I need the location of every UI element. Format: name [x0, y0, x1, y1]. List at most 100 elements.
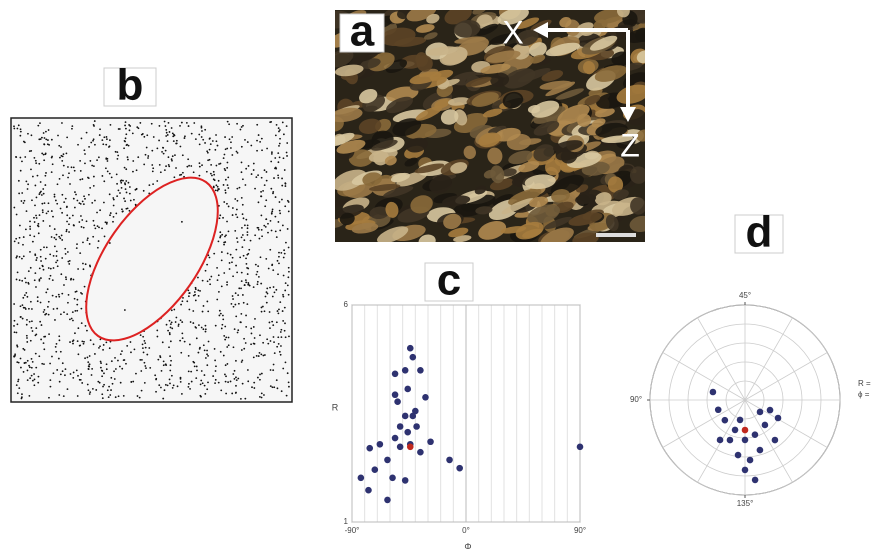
point: [271, 208, 274, 211]
point: [84, 153, 86, 155]
point: [82, 203, 85, 206]
point: [266, 338, 269, 341]
point: [230, 147, 232, 149]
x-tick-label: 0°: [462, 526, 470, 535]
point: [281, 121, 284, 124]
point: [170, 127, 173, 129]
point: [122, 179, 124, 182]
point: [281, 224, 284, 227]
point: [123, 309, 126, 311]
point: [206, 364, 209, 367]
data-point: [766, 406, 774, 414]
point: [169, 364, 172, 367]
point: [52, 215, 54, 218]
point: [277, 336, 280, 339]
point: [266, 287, 269, 290]
point: [243, 224, 246, 227]
grain: [394, 36, 427, 47]
point: [29, 220, 31, 223]
point: [168, 333, 171, 336]
grain: [384, 155, 397, 166]
point: [276, 387, 279, 390]
point: [84, 162, 86, 165]
point: [189, 321, 192, 323]
point: [105, 222, 108, 225]
point: [69, 183, 71, 185]
point: [270, 187, 273, 190]
label-box: [734, 214, 784, 254]
data-point: [734, 451, 742, 459]
point: [287, 201, 290, 203]
point: [207, 159, 210, 162]
point: [269, 369, 272, 371]
point: [117, 189, 120, 192]
point: [54, 199, 57, 202]
point: [280, 328, 283, 331]
point: [22, 243, 24, 246]
point: [30, 358, 33, 360]
point: [18, 224, 21, 227]
point: [37, 124, 40, 127]
point: [190, 132, 193, 135]
point: [84, 197, 86, 200]
point: [219, 312, 222, 315]
label-box: [339, 13, 385, 53]
point: [77, 327, 80, 330]
point: [224, 380, 227, 383]
point: [217, 381, 220, 384]
point: [65, 228, 68, 231]
point: [266, 292, 269, 295]
point: [26, 341, 29, 343]
point: [45, 172, 47, 174]
point: [216, 279, 219, 282]
point: [75, 369, 78, 372]
point: [253, 387, 256, 389]
point: [250, 327, 253, 330]
point: [253, 381, 256, 384]
grain: [501, 198, 534, 215]
point: [68, 172, 70, 175]
point: [143, 381, 146, 384]
point: [270, 160, 273, 163]
point: [98, 226, 100, 229]
point: [251, 386, 253, 389]
grain: [612, 189, 629, 200]
point: [252, 356, 255, 359]
point: [214, 189, 217, 192]
point: [226, 363, 229, 365]
point: [88, 355, 91, 357]
point: [232, 373, 235, 375]
point: [66, 388, 69, 391]
data-point: [741, 426, 749, 434]
point: [165, 323, 168, 326]
point: [170, 374, 173, 377]
point: [200, 326, 203, 329]
point: [91, 387, 94, 390]
point: [75, 193, 77, 196]
point: [25, 281, 27, 284]
point: [13, 206, 16, 209]
grain: [636, 50, 645, 64]
point: [175, 142, 178, 145]
point: [205, 170, 208, 173]
point: [55, 255, 58, 257]
point: [138, 396, 141, 399]
data-point: [716, 436, 724, 444]
point: [112, 215, 115, 218]
point: [40, 324, 43, 326]
point: [202, 305, 205, 307]
point: [94, 199, 96, 202]
point: [112, 198, 115, 201]
point: [68, 223, 70, 226]
point: [269, 121, 272, 124]
point: [262, 354, 265, 357]
point: [25, 291, 28, 294]
point: [42, 188, 45, 190]
point: [88, 363, 91, 366]
point: [110, 176, 113, 179]
point: [240, 271, 243, 274]
point: [101, 393, 104, 396]
point: [130, 351, 132, 354]
point: [125, 168, 128, 171]
point: [43, 143, 46, 146]
